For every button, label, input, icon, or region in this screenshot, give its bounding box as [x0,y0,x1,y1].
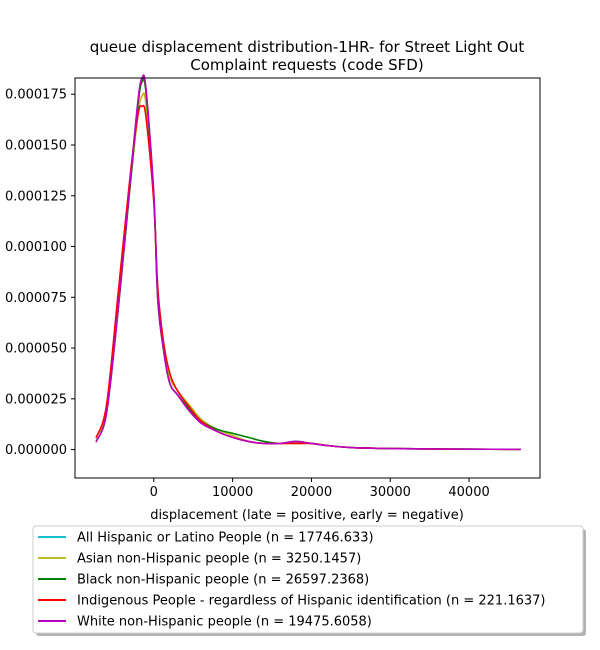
y-tick-label: 0.000000 [5,443,67,458]
series-line-1 [95,92,522,451]
y-tick-label: 0.000025 [5,392,67,407]
axes-ticks: 0 10000 20000 30000 40000 0.000000 0.000025 0.0… [5,88,490,500]
x-tick-label: 10000 [212,485,253,500]
x-tick-label: 20000 [291,485,332,500]
y-tick-label: 0.000150 [5,139,67,154]
legend-label-1: Asian non-Hispanic people (n = 3250.1457… [77,552,361,567]
legend: All Hispanic or Latino People (n = 17746… [32,525,586,636]
series-line-3 [95,104,522,451]
series-line-2 [95,78,522,451]
y-tick-label: 0.000125 [5,189,67,204]
x-tick-label: 40000 [448,485,489,500]
legend-box [32,525,584,634]
y-tick-label: 0.000050 [5,342,67,357]
chart-title-line-2: Complaint requests (code SFD) [190,56,423,74]
plot-area [95,74,522,451]
legend-label-3: Indigenous People - regardless of Hispan… [77,594,546,609]
x-axis-label: displacement (late = positive, early = n… [150,508,464,523]
y-tick-label: 0.000175 [5,88,67,103]
legend-label-4: White non-Hispanic people (n = 19475.605… [77,615,372,630]
y-tick-label: 0.000100 [5,240,67,255]
legend-label-0: All Hispanic or Latino People (n = 17746… [77,531,374,546]
plot-frame [74,77,541,479]
y-tick-label: 0.000075 [5,291,67,306]
series-line-4 [95,74,522,451]
chart-title-line-1: queue displacement distribution-1HR- for… [90,38,525,56]
x-tick-label: 0 [150,485,158,500]
x-tick-label: 30000 [370,485,411,500]
legend-label-2: Black non-Hispanic people (n = 26597.236… [77,573,369,588]
series-line-0 [95,76,522,451]
